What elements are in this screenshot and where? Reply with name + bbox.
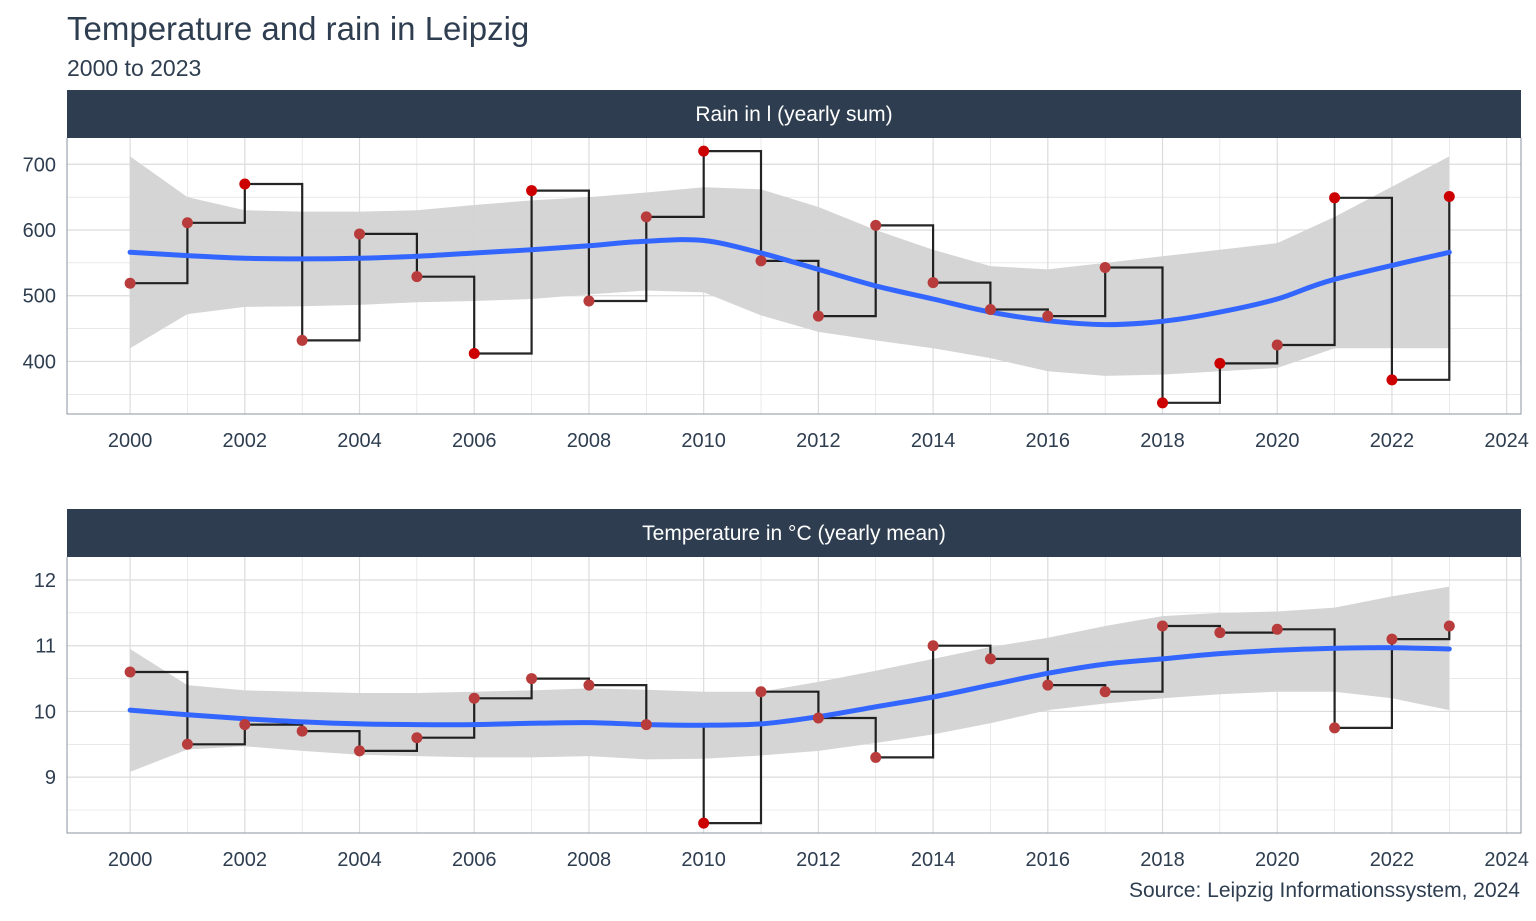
data-point <box>927 277 939 289</box>
x-tick-label: 2012 <box>796 430 841 452</box>
data-point <box>1443 190 1455 202</box>
data-point <box>468 348 480 360</box>
x-tick-label: 2018 <box>1140 430 1185 452</box>
data-point <box>296 334 308 346</box>
y-tick-label: 500 <box>23 286 56 308</box>
chart-subtitle: 2000 to 2023 <box>67 55 202 81</box>
y-tick-label: 600 <box>23 220 56 242</box>
data-point <box>755 686 767 698</box>
x-tick-label: 2016 <box>1026 430 1071 452</box>
x-tick-label: 2024 <box>1484 849 1529 871</box>
data-point <box>526 673 538 685</box>
x-tick-label: 2004 <box>337 849 382 871</box>
data-point <box>181 217 193 229</box>
data-point <box>354 745 366 757</box>
data-point <box>1214 357 1226 369</box>
data-point <box>239 719 251 731</box>
x-tick-label: 2000 <box>108 430 153 452</box>
data-point <box>1386 374 1398 386</box>
data-point <box>1042 679 1054 691</box>
data-point <box>1099 261 1111 273</box>
panel-strip-label: Temperature in °C (yearly mean) <box>642 522 946 545</box>
x-tick-label: 2018 <box>1140 849 1185 871</box>
x-tick-label: 2014 <box>911 430 956 452</box>
data-point <box>1271 623 1283 635</box>
panel-strip <box>67 90 1521 138</box>
data-point <box>1329 192 1341 204</box>
data-point <box>1271 339 1283 351</box>
x-tick-label: 2002 <box>223 430 268 452</box>
y-tick-label: 400 <box>23 351 56 373</box>
data-point <box>468 692 480 704</box>
data-point <box>927 640 939 652</box>
panel-border <box>66 557 1522 834</box>
smooth-line <box>127 645 1452 728</box>
y-tick-label: 12 <box>34 570 56 592</box>
data-point <box>640 211 652 223</box>
data-point <box>984 653 996 665</box>
data-point <box>411 732 423 744</box>
x-tick-label: 2020 <box>1255 430 1300 452</box>
data-point <box>124 277 136 289</box>
data-point <box>239 178 251 190</box>
data-point <box>1157 397 1169 409</box>
y-tick-label: 10 <box>34 701 56 723</box>
smooth-line <box>127 237 1452 328</box>
x-tick-label: 2006 <box>452 849 497 871</box>
y-tick-label: 11 <box>35 636 56 658</box>
x-tick-label: 2000 <box>108 849 153 871</box>
data-point <box>124 666 136 678</box>
x-tick-label: 2022 <box>1370 849 1415 871</box>
panel-rain: Rain in l (yearly sum) 2000 2002 2004 2006 20… <box>23 90 1529 452</box>
data-point <box>1329 722 1341 734</box>
panel-temperature: Temperature in °C (yearly mean) 2000 2002 2… <box>34 509 1529 871</box>
data-point <box>1386 633 1398 645</box>
panel-border <box>66 138 1522 415</box>
step-line <box>130 624 1451 825</box>
data-point <box>1099 686 1111 698</box>
x-tick-label: 2010 <box>681 849 726 871</box>
x-tick-label: 2012 <box>796 849 841 871</box>
data-point <box>812 712 824 724</box>
data-point <box>698 145 710 157</box>
x-tick-label: 2020 <box>1255 849 1300 871</box>
x-tick-label: 2010 <box>681 430 726 452</box>
confidence-band <box>130 156 1450 376</box>
x-tick-label: 2008 <box>567 430 612 452</box>
chart-title: Temperature and rain in Leipzig <box>67 10 530 47</box>
data-point <box>870 219 882 231</box>
chart-caption: Source: Leipzig Informationssystem, 2024 <box>1128 879 1520 902</box>
data-point <box>526 185 538 197</box>
y-tick-label: 9 <box>45 767 56 789</box>
data-point <box>812 310 824 322</box>
x-tick-label: 2024 <box>1484 430 1529 452</box>
x-tick-label: 2014 <box>911 849 956 871</box>
panel-strip-label: Rain in l (yearly sum) <box>695 103 892 126</box>
x-tick-label: 2016 <box>1026 849 1071 871</box>
panel-strip <box>67 509 1521 557</box>
data-point <box>411 271 423 283</box>
x-tick-label: 2002 <box>223 849 268 871</box>
data-point <box>698 817 710 829</box>
data-point <box>583 295 595 307</box>
data-point <box>296 725 308 737</box>
data-point <box>354 228 366 240</box>
x-tick-label: 2004 <box>337 430 382 452</box>
data-point <box>1443 620 1455 632</box>
data-point <box>1042 310 1054 322</box>
data-point <box>755 255 767 267</box>
data-point <box>1157 620 1169 632</box>
data-point <box>1214 627 1226 639</box>
x-tick-label: 2008 <box>567 849 612 871</box>
step-line <box>130 150 1451 404</box>
data-point <box>984 304 996 316</box>
data-point <box>583 679 595 691</box>
y-tick-label: 700 <box>23 154 56 176</box>
data-point <box>870 751 882 763</box>
x-tick-label: 2022 <box>1370 430 1415 452</box>
x-tick-label: 2006 <box>452 430 497 452</box>
data-point <box>181 738 193 750</box>
data-point <box>640 719 652 731</box>
